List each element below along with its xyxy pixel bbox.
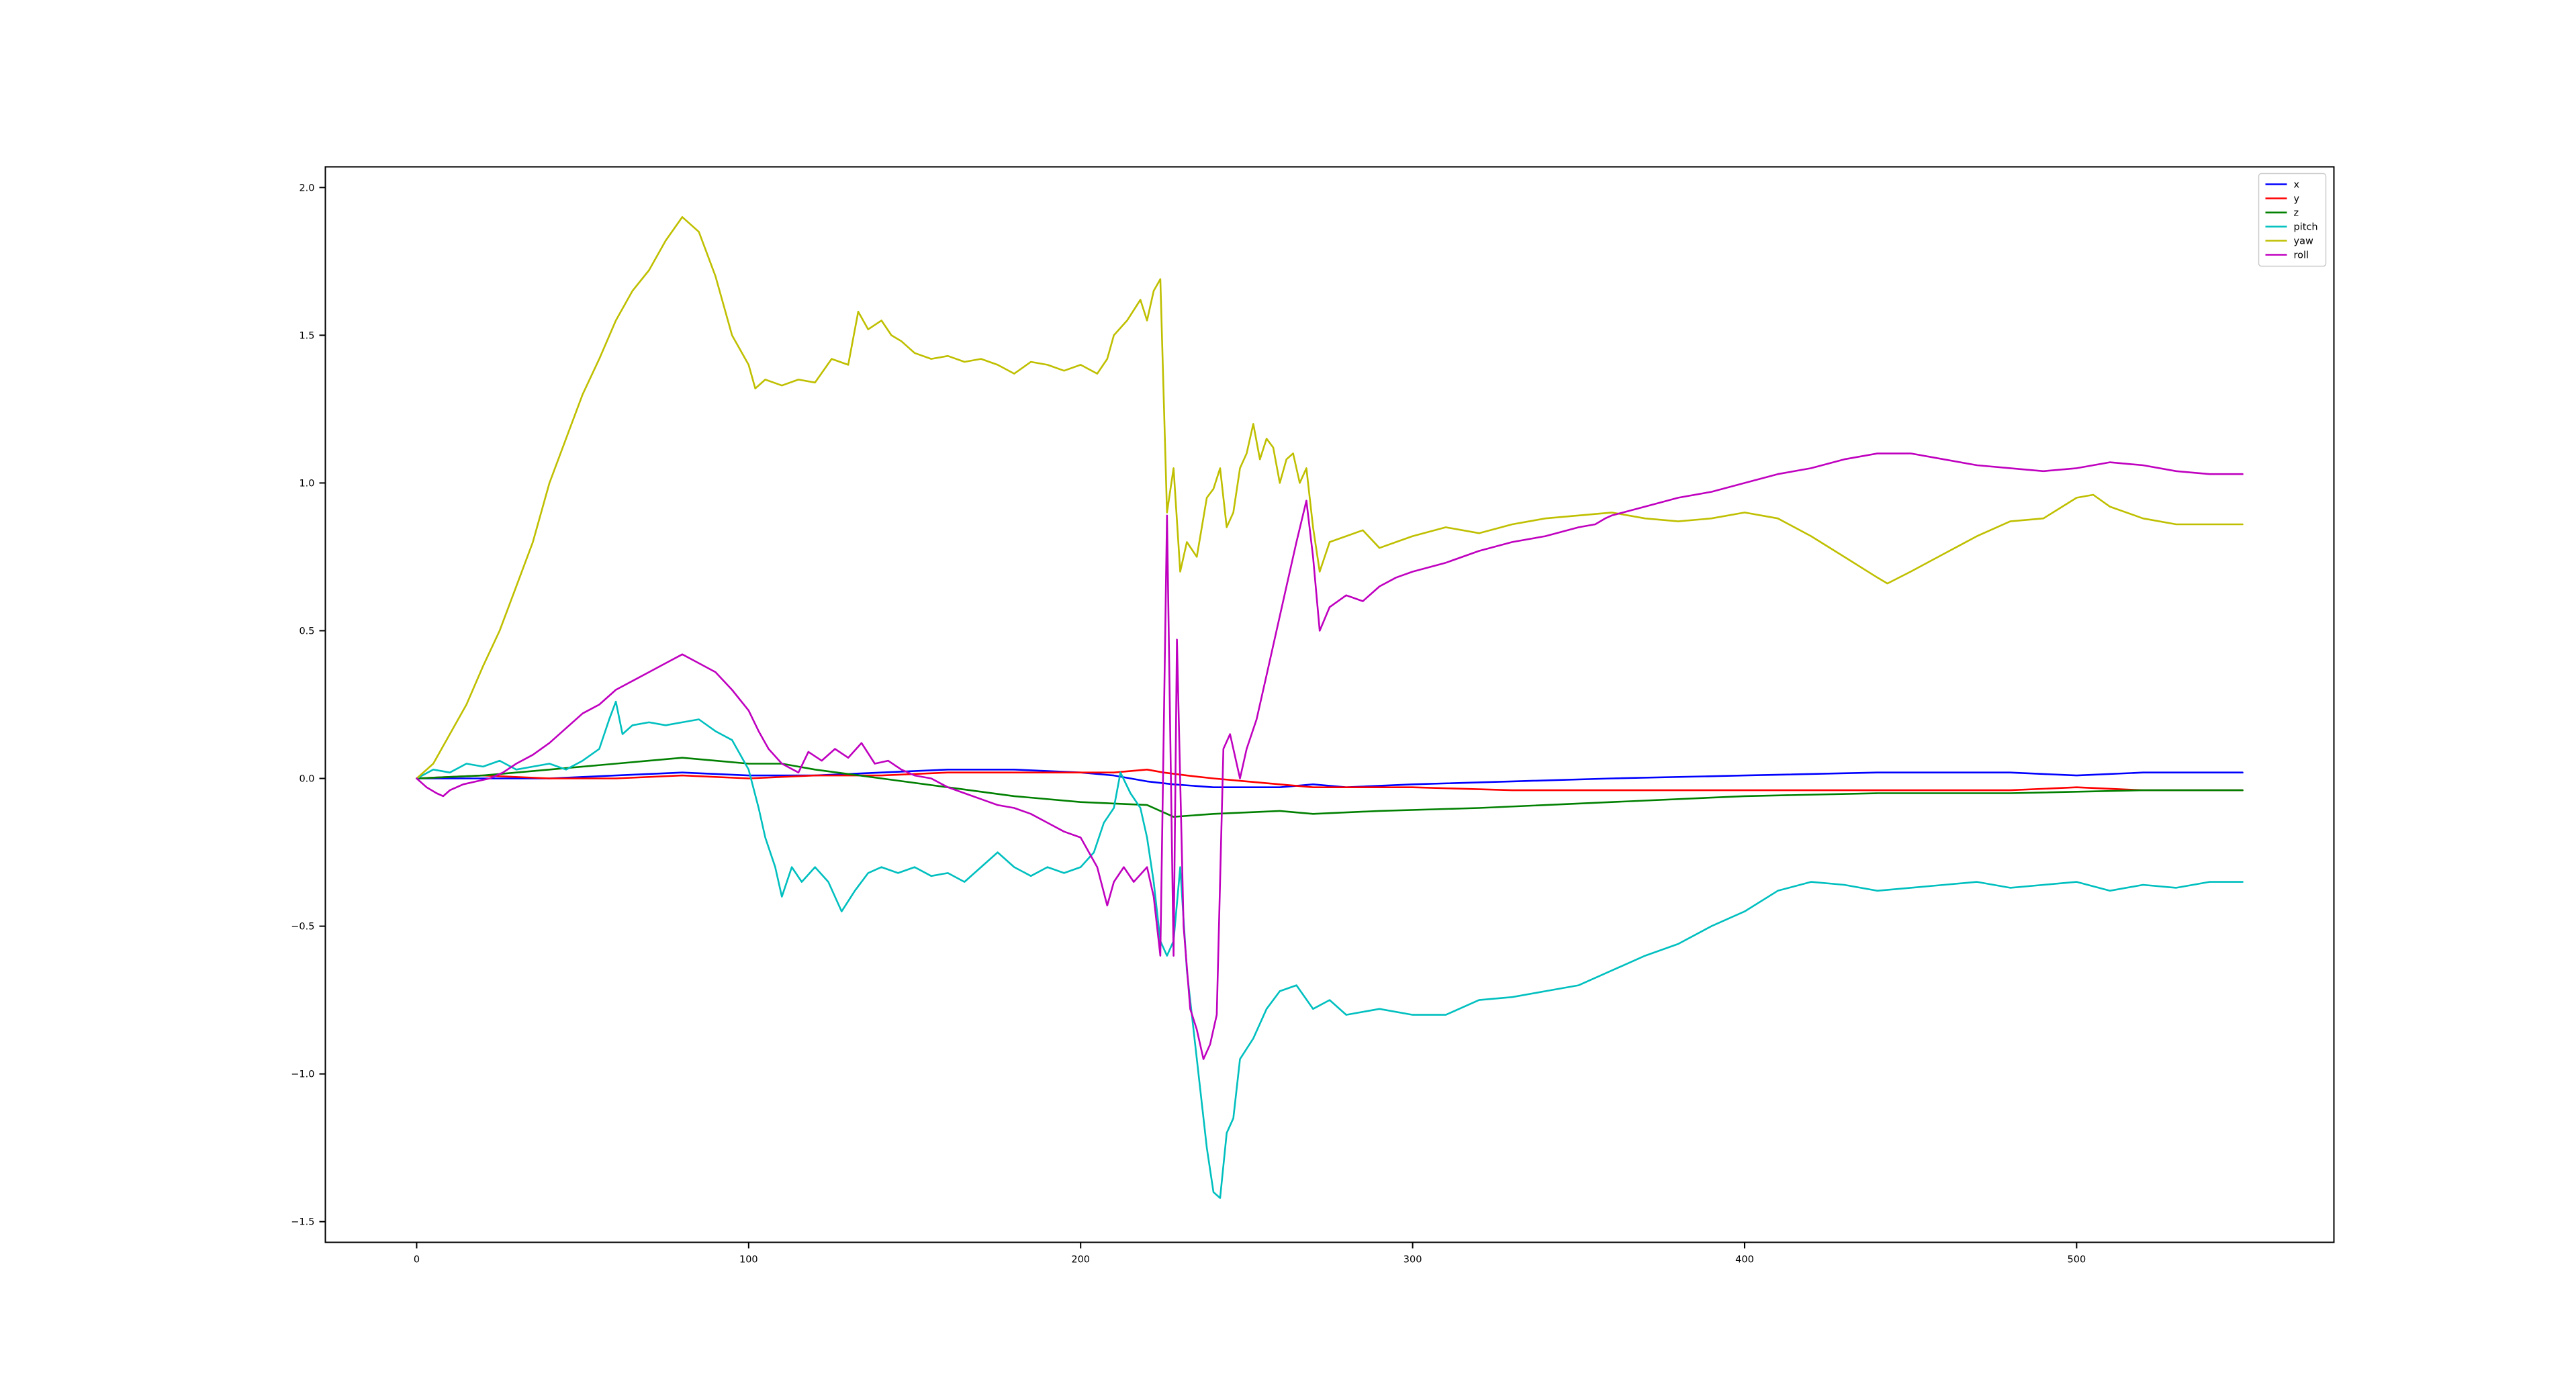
series-line-pitch (416, 700, 2244, 1199)
x-tick-label: 100 (739, 1255, 758, 1265)
plot-frame (324, 166, 2335, 1243)
legend-label-x: x (2294, 180, 2300, 191)
x-tick-label: 200 (1071, 1255, 1090, 1265)
series-layer (416, 216, 2244, 1199)
series-line-x (416, 769, 2244, 788)
y-tick-label: 1.0 (299, 478, 314, 489)
series-line-yaw (416, 216, 2244, 779)
y-tick-label: 2.0 (299, 183, 314, 193)
x-axis: 0 100 200 300 400 500 (414, 1242, 2086, 1265)
legend-label-y: y (2294, 194, 2300, 205)
x-tick-label: 500 (2068, 1255, 2086, 1265)
x-tick-label: 400 (1735, 1255, 1754, 1265)
series-line-roll (416, 452, 2244, 1060)
y-tick-label: −1.5 (291, 1217, 314, 1228)
legend-label-roll: roll (2294, 250, 2309, 261)
y-tick-label: 0.5 (299, 626, 314, 636)
legend-label-z: z (2294, 208, 2299, 219)
x-tick-label: 300 (1404, 1255, 1422, 1265)
series-line-z (416, 757, 2244, 818)
y-axis: −1.5 −1.0 −0.5 0.0 0.5 1.0 1.5 2.0 (291, 183, 326, 1228)
y-tick-label: −1.0 (291, 1069, 314, 1080)
legend-box (2258, 173, 2327, 267)
y-tick-label: 1.5 (299, 330, 314, 341)
y-tick-label: 0.0 (299, 774, 314, 785)
x-tick-label: 0 (414, 1255, 420, 1265)
legend-label-pitch: pitch (2294, 222, 2318, 233)
legend: xyz pitch yaw roll (2258, 173, 2327, 267)
y-tick-label: −0.5 (291, 922, 314, 933)
legend-label-yaw: yaw (2294, 236, 2313, 247)
